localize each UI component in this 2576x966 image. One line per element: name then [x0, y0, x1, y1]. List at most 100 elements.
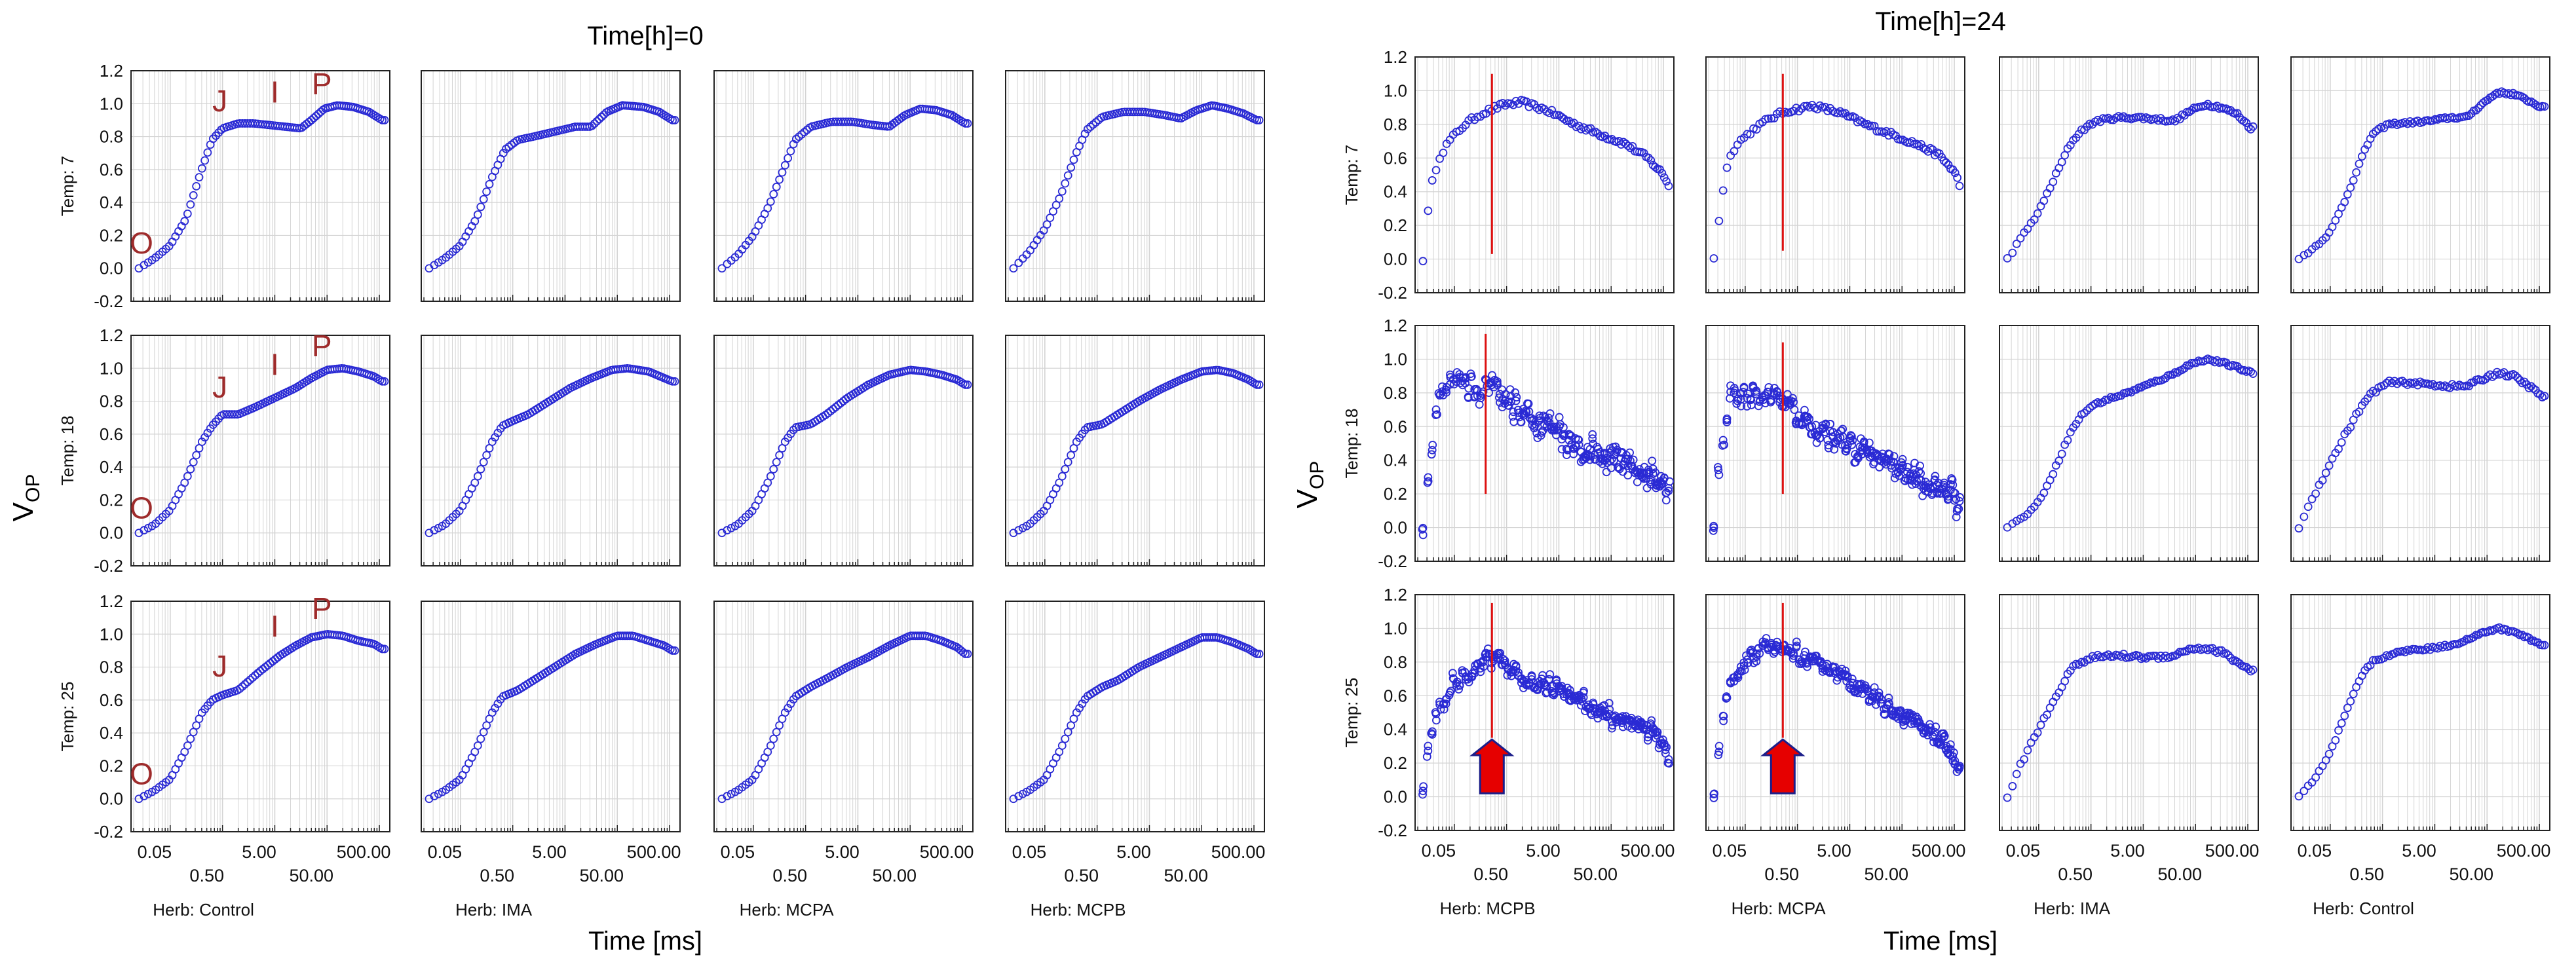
data-point: [1665, 477, 1674, 486]
data-point: [186, 734, 195, 743]
panel-frame: [2290, 325, 2550, 562]
data-point: [1829, 439, 1838, 448]
data-point: [1792, 637, 1801, 646]
figure-t0-ylabel-main: V: [7, 502, 39, 521]
data-point: [1589, 700, 1598, 709]
data-point: [1836, 107, 1845, 116]
data-point: [2337, 438, 2346, 447]
data-point: [1783, 396, 1792, 405]
data-point: [775, 175, 784, 184]
data-point: [1507, 398, 1515, 406]
data-point: [1847, 440, 1856, 449]
series-points: [1418, 96, 1673, 266]
data-point: [1498, 99, 1507, 107]
data-point: [1428, 176, 1437, 185]
data-point: [1665, 759, 1674, 768]
data-point: [1532, 103, 1542, 113]
data-point: [1952, 507, 1961, 515]
data-point: [2185, 107, 2194, 117]
panel-frame: [1414, 325, 1675, 562]
data-point: [1431, 716, 1441, 725]
data-point: [1664, 181, 1673, 191]
data-point: [1646, 156, 1656, 165]
data-point: [723, 792, 732, 800]
data-point: [2357, 152, 2366, 161]
data-point: [195, 173, 204, 182]
data-point: [189, 728, 198, 737]
row-label: Temp: 25: [1342, 678, 1361, 748]
data-point: [235, 684, 244, 694]
data-point: [378, 644, 387, 654]
data-point: [961, 119, 970, 128]
data-point: [2403, 381, 2412, 389]
data-point: [1648, 456, 1657, 466]
data-point: [1445, 690, 1454, 699]
data-point: [883, 122, 892, 131]
panel-t24-r1-c3: [2290, 325, 2550, 562]
panel-t24-r1-c1: [1705, 325, 1965, 562]
data-point: [2060, 440, 2070, 449]
data-point: [430, 526, 439, 534]
data-point: [2049, 470, 2058, 479]
data-point: [717, 264, 727, 273]
data-point: [1441, 699, 1450, 708]
data-point: [140, 792, 149, 800]
data-point: [378, 116, 387, 124]
data-point: [1067, 451, 1076, 460]
data-point: [1823, 107, 1832, 115]
data-point: [1527, 675, 1536, 684]
data-point: [2016, 234, 2025, 243]
data-point: [1585, 455, 1595, 464]
data-point: [1063, 171, 1072, 180]
data-point: [1766, 398, 1775, 407]
panel-t24-r1-c0: 1.2 1.0 0.8 0.6 0.4 0.2 0.0 -0.2 Temp: 18: [1342, 316, 1675, 571]
annotation-i: I: [271, 609, 279, 643]
data-point: [2246, 367, 2256, 377]
data-point: [1014, 259, 1023, 267]
series-points: [2003, 354, 2258, 532]
data-point: [1061, 734, 1070, 743]
data-point: [1566, 432, 1576, 441]
data-point: [1424, 741, 1433, 751]
data-point: [183, 741, 192, 750]
data-point: [1565, 686, 1574, 695]
data-point: [590, 119, 599, 128]
row-label: Temp: 7: [58, 156, 77, 217]
data-point: [482, 187, 491, 196]
data-point: [2072, 419, 2081, 428]
data-point: [1804, 413, 1812, 422]
figure-t0-xlabel: Time [ms]: [588, 927, 702, 956]
data-point: [784, 703, 793, 713]
x-tick-label: 5.00: [1526, 841, 1561, 861]
data-point: [1255, 116, 1264, 124]
data-point: [2311, 489, 2320, 498]
data-point: [1798, 420, 1806, 430]
data-point: [1080, 129, 1089, 138]
panel-frame: [1414, 594, 1675, 831]
data-point: [1069, 155, 1078, 164]
series-points: [1009, 633, 1264, 804]
panel-t24-r0-c3: [2290, 56, 2550, 293]
data-point: [1521, 406, 1530, 415]
data-point: [1754, 401, 1763, 411]
row-label: Temp: 7: [1342, 145, 1361, 206]
data-point: [230, 410, 239, 419]
x-tick-label: 5.00: [1817, 841, 1851, 861]
data-point: [1439, 149, 1448, 157]
data-point: [2390, 377, 2399, 386]
y-tick-label: 0.8: [1384, 115, 1407, 134]
data-point: [1542, 682, 1551, 691]
data-point: [2063, 436, 2072, 445]
data-point: [197, 437, 206, 446]
annotation-o: O: [130, 226, 153, 260]
data-point: [1454, 685, 1463, 694]
figure-t24-panels: 1.2 1.0 0.8 0.6 0.4 0.2 0.0 -0.2 Temp: 7 1.2 1.0 0.…: [1342, 47, 2550, 918]
data-point: [1644, 153, 1653, 162]
data-point: [668, 646, 677, 655]
y-tick-label: 0.8: [1384, 652, 1407, 672]
data-point: [1714, 751, 1723, 760]
data-point: [2328, 223, 2337, 231]
data-point: [1933, 489, 1942, 498]
data-point: [1536, 431, 1545, 440]
data-point: [1828, 428, 1838, 437]
